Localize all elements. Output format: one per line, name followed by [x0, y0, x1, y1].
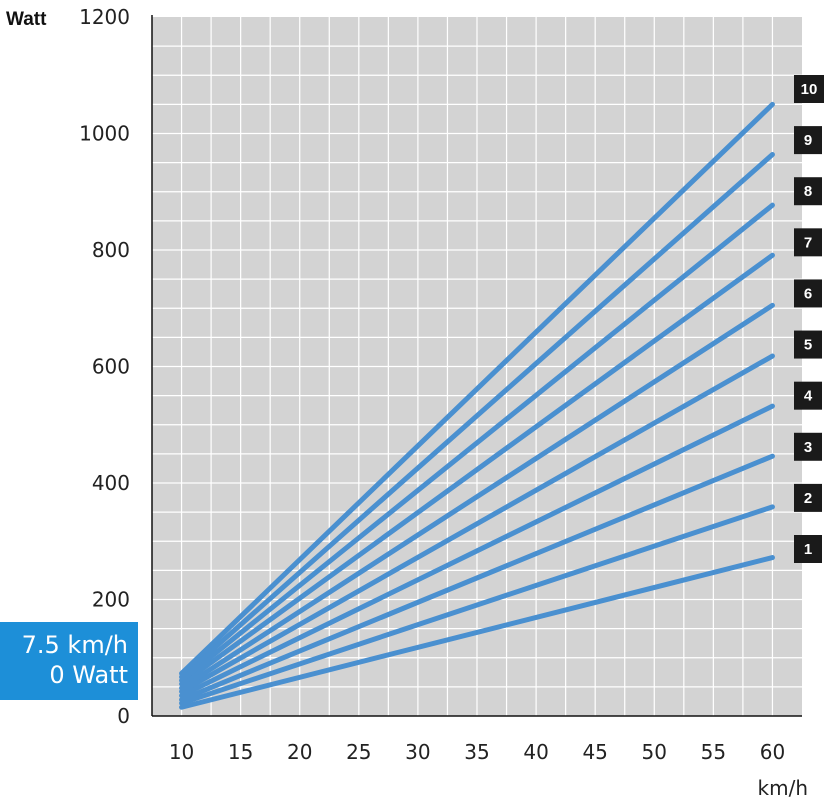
series-line-2 — [179, 504, 775, 706]
badge-label-1: 1 — [804, 541, 812, 558]
badge-2 — [794, 483, 822, 512]
y-tick-labels: 0 200 400 600 800 1000 1200 — [79, 5, 130, 728]
badge-9 — [794, 126, 822, 155]
grid-lines — [152, 17, 802, 716]
series-line-3 — [179, 453, 775, 703]
x-tick-label: 50 — [642, 740, 667, 764]
y-tick-label: 800 — [92, 238, 130, 262]
x-tick-label: 30 — [405, 740, 430, 764]
badge-label-4: 4 — [804, 388, 813, 405]
badge-6 — [794, 279, 822, 308]
x-tick-label: 10 — [169, 740, 194, 764]
badge-label-6: 6 — [804, 285, 812, 302]
badge-label-10: 10 — [801, 81, 818, 98]
x-tick-label: 35 — [464, 740, 489, 764]
series-line-10 — [179, 101, 775, 676]
badge-7 — [794, 228, 822, 257]
badge-3 — [794, 432, 822, 461]
series-line-7 — [179, 252, 775, 687]
x-tick-label: 55 — [701, 740, 726, 764]
x-tick-labels: 10 15 20 25 30 35 40 45 50 55 60 — [169, 740, 785, 764]
x-tick-label: 40 — [523, 740, 548, 764]
x-tick-label: 45 — [582, 740, 607, 764]
badge-1 — [794, 535, 822, 563]
y-axis-label: Watt — [6, 9, 47, 30]
x-tick-label: 15 — [228, 740, 253, 764]
series-line-9 — [179, 151, 775, 680]
badge-label-9: 9 — [804, 132, 812, 149]
badge-label-8: 8 — [804, 183, 812, 200]
y-tick-label: 0 — [117, 704, 130, 728]
series-line-1 — [179, 555, 775, 710]
x-axis-label: km/h — [758, 776, 808, 800]
readout-speed: 7.5 km/h — [21, 631, 128, 659]
series-line-5 — [179, 353, 775, 695]
series-line-4 — [179, 403, 775, 699]
cursor-readout: 7.5 km/h 0 Watt — [0, 622, 138, 700]
axes — [151, 15, 802, 717]
x-tick-label: 60 — [760, 740, 785, 764]
y-tick-label: 200 — [92, 588, 130, 612]
series-badges: 1 2 3 4 5 6 7 8 9 10 — [794, 75, 824, 563]
x-tick-label: 25 — [346, 740, 371, 764]
badge-label-7: 7 — [804, 234, 812, 251]
series-line-6 — [179, 302, 775, 691]
badge-5 — [794, 330, 822, 359]
badge-10 — [794, 75, 824, 103]
readout-power: 0 Watt — [49, 661, 128, 689]
series-line-8 — [179, 202, 775, 683]
y-tick-label: 600 — [92, 355, 130, 379]
x-tick-label: 20 — [287, 740, 312, 764]
y-tick-label: 1200 — [79, 5, 130, 29]
badge-label-3: 3 — [804, 439, 812, 456]
series-lines — [179, 101, 775, 710]
y-tick-label: 1000 — [79, 122, 130, 146]
badge-label-2: 2 — [804, 490, 812, 507]
badge-8 — [794, 177, 822, 206]
badge-label-5: 5 — [804, 337, 812, 354]
badge-4 — [794, 381, 822, 410]
y-tick-label: 400 — [92, 471, 130, 495]
